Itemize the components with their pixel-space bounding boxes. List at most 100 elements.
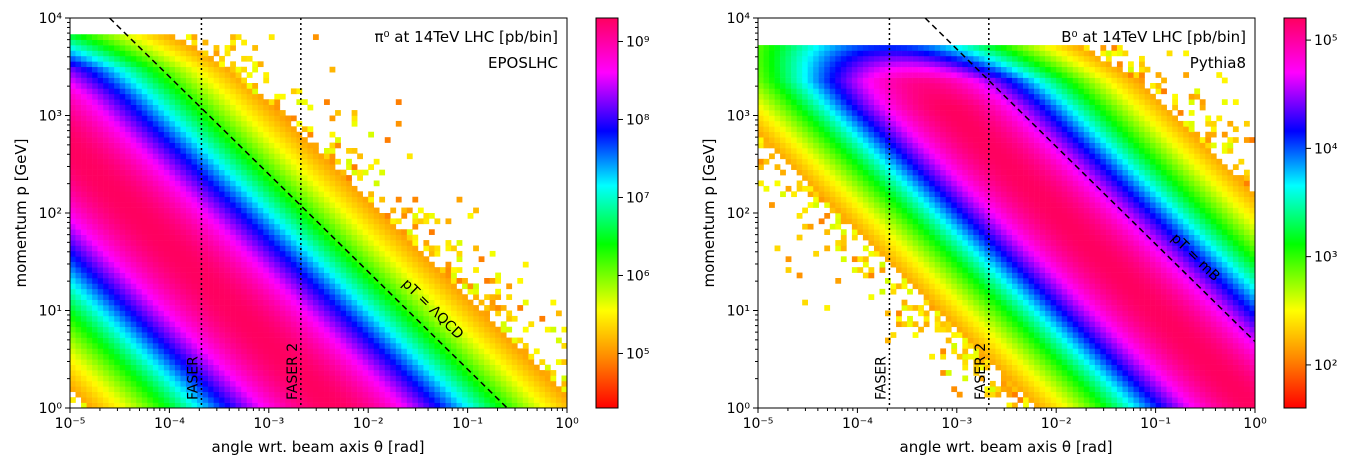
heatmap-cell xyxy=(152,180,159,187)
heatmap-cell xyxy=(86,207,93,214)
heatmap-cell xyxy=(246,153,253,160)
heatmap-cell xyxy=(191,288,198,295)
heatmap-cell xyxy=(246,294,253,300)
heatmap-cell xyxy=(522,375,529,382)
heatmap-cell xyxy=(263,337,270,344)
heatmap-cell xyxy=(340,218,347,225)
heatmap-cell xyxy=(428,229,435,235)
heatmap-cell xyxy=(136,397,143,403)
heatmap-cell xyxy=(780,137,786,143)
heatmap-cell xyxy=(285,364,292,371)
heatmap-cell xyxy=(285,310,292,317)
heatmap-cell xyxy=(412,272,419,279)
heatmap-cell xyxy=(125,321,132,328)
heatmap-cell xyxy=(285,120,292,127)
heatmap-cell xyxy=(379,213,386,219)
heatmap-cell xyxy=(147,402,154,409)
heatmap-cell xyxy=(873,148,880,154)
heatmap-cell xyxy=(75,158,82,165)
heatmap-cell xyxy=(103,83,109,89)
heatmap-cell xyxy=(224,278,231,284)
heatmap-cell xyxy=(763,104,770,111)
heatmap-cell xyxy=(152,353,159,360)
heatmap-cell xyxy=(340,288,347,295)
heatmap-cell xyxy=(169,353,176,360)
heatmap-cell xyxy=(780,72,786,78)
heatmap-cell xyxy=(357,169,363,176)
heatmap-cell xyxy=(285,207,292,214)
heatmap-cell xyxy=(473,353,479,360)
heatmap-cell xyxy=(439,283,446,290)
heatmap-cell xyxy=(285,305,292,311)
heatmap-cell xyxy=(125,142,132,149)
heatmap-cell xyxy=(119,283,126,290)
heatmap-cell xyxy=(423,310,430,317)
heatmap-cell xyxy=(769,202,775,208)
heatmap-cell xyxy=(152,305,159,311)
heatmap-cell xyxy=(351,115,358,122)
heatmap-cell xyxy=(81,142,87,149)
heatmap-cell xyxy=(130,104,137,111)
heatmap-cell xyxy=(451,288,457,295)
heatmap-cell xyxy=(180,343,187,349)
heatmap-cell xyxy=(97,402,104,409)
heatmap-cell xyxy=(241,321,248,328)
heatmap-cell xyxy=(70,315,76,322)
heatmap-cell xyxy=(202,169,209,176)
heatmap-cell xyxy=(357,294,363,300)
heatmap-cell xyxy=(324,250,330,257)
heatmap-cell xyxy=(439,386,446,393)
heatmap-cell xyxy=(257,229,264,235)
heatmap-cell xyxy=(335,218,341,225)
heatmap-cell xyxy=(252,153,259,160)
heatmap-cell xyxy=(141,45,148,51)
heatmap-cell xyxy=(307,332,314,338)
heatmap-cell xyxy=(158,283,165,290)
heatmap-cell xyxy=(241,207,248,214)
heatmap-cell xyxy=(163,278,170,284)
heatmap-cell xyxy=(185,180,192,187)
heatmap-cell xyxy=(208,218,214,225)
heatmap-cell xyxy=(180,93,187,100)
heatmap-cell xyxy=(544,380,551,387)
heatmap-cell xyxy=(318,213,325,219)
heatmap-cell xyxy=(268,305,275,311)
heatmap-cell xyxy=(130,397,137,403)
heatmap-cell xyxy=(125,359,132,365)
heatmap-cell xyxy=(263,202,270,208)
heatmap-cell xyxy=(141,110,148,116)
heatmap-cell xyxy=(439,310,446,317)
heatmap-cell xyxy=(813,83,820,89)
heatmap-cell xyxy=(252,234,259,241)
heatmap-cell xyxy=(406,250,413,257)
heatmap-cell xyxy=(857,88,864,95)
heatmap-cell xyxy=(445,375,452,382)
heatmap-cell xyxy=(758,72,764,78)
heatmap-cell xyxy=(191,402,198,409)
heatmap-cell xyxy=(835,223,842,230)
heatmap-cell xyxy=(92,153,98,160)
heatmap-cell xyxy=(434,245,441,252)
heatmap-cell xyxy=(246,375,253,382)
heatmap-cell xyxy=(163,148,170,154)
heatmap-cell xyxy=(174,315,181,322)
heatmap-cell xyxy=(406,278,413,284)
heatmap-cell xyxy=(373,380,380,387)
heatmap-cell xyxy=(434,326,441,333)
heatmap-cell xyxy=(802,131,808,138)
heatmap-cell xyxy=(868,131,875,138)
heatmap-cell xyxy=(169,104,176,111)
heatmap-cell xyxy=(824,153,831,160)
heatmap-cell xyxy=(241,402,248,409)
x-tick-label: 10⁻⁵ xyxy=(55,416,86,432)
heatmap-cell xyxy=(152,93,159,100)
heatmap-cell xyxy=(125,332,132,338)
heatmap-cell xyxy=(851,175,858,181)
heatmap-cell xyxy=(807,110,814,116)
heatmap-cell xyxy=(263,153,270,160)
heatmap-cell xyxy=(846,83,853,89)
heatmap-cell xyxy=(307,142,314,149)
heatmap-cell xyxy=(213,250,220,257)
heatmap-cell xyxy=(857,191,864,198)
heatmap-cell xyxy=(423,332,430,338)
